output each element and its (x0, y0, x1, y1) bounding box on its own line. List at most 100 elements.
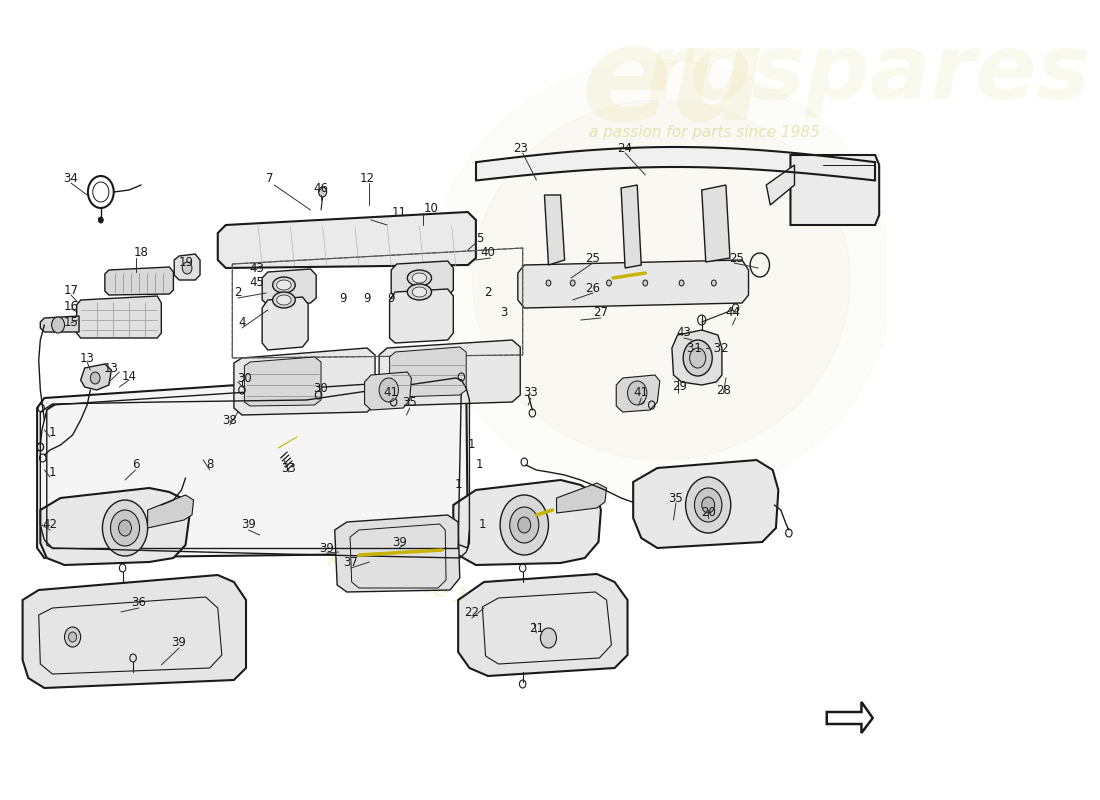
Circle shape (518, 517, 530, 533)
Text: 43: 43 (676, 326, 692, 339)
Circle shape (183, 262, 192, 274)
Text: 5: 5 (476, 231, 484, 245)
Text: 1: 1 (48, 426, 56, 438)
Text: 18: 18 (134, 246, 148, 259)
Circle shape (98, 217, 103, 223)
Circle shape (702, 497, 715, 513)
Ellipse shape (273, 292, 295, 308)
Circle shape (379, 378, 398, 402)
Circle shape (712, 280, 716, 286)
Text: rospares: rospares (646, 30, 1090, 118)
Text: 37: 37 (343, 557, 359, 570)
Text: 9: 9 (339, 291, 346, 305)
Text: 26: 26 (585, 282, 601, 294)
Text: 20: 20 (701, 506, 716, 519)
Text: 34: 34 (64, 171, 78, 185)
Text: 25: 25 (585, 251, 601, 265)
Polygon shape (453, 480, 601, 565)
Circle shape (683, 340, 712, 376)
Text: 29: 29 (672, 381, 688, 394)
Text: eu: eu (581, 20, 764, 147)
Text: 28: 28 (716, 383, 730, 397)
Text: 11: 11 (392, 206, 407, 219)
Polygon shape (379, 340, 520, 406)
Text: 39: 39 (172, 637, 187, 650)
Polygon shape (234, 348, 375, 415)
Text: 35: 35 (403, 397, 417, 410)
Polygon shape (431, 60, 892, 500)
Ellipse shape (407, 270, 431, 286)
Text: 13: 13 (79, 351, 95, 365)
Text: 10: 10 (425, 202, 439, 214)
Polygon shape (392, 261, 453, 298)
Circle shape (642, 280, 648, 286)
Polygon shape (262, 269, 316, 305)
Text: 2: 2 (484, 286, 492, 299)
Circle shape (685, 477, 730, 533)
Text: 43: 43 (249, 262, 264, 274)
Polygon shape (218, 212, 476, 268)
Text: 41: 41 (634, 386, 649, 399)
Polygon shape (702, 185, 730, 262)
Text: 19: 19 (179, 255, 194, 269)
Text: 44: 44 (725, 306, 740, 319)
Text: 25: 25 (729, 251, 744, 265)
Ellipse shape (412, 273, 427, 283)
Text: 2: 2 (234, 286, 242, 299)
Ellipse shape (407, 284, 431, 300)
Polygon shape (80, 364, 111, 390)
Text: 14: 14 (122, 370, 136, 383)
Polygon shape (147, 495, 194, 528)
Polygon shape (41, 316, 79, 332)
Polygon shape (634, 460, 779, 548)
Text: 23: 23 (513, 142, 528, 154)
Polygon shape (334, 515, 460, 592)
Text: 30: 30 (314, 382, 329, 394)
Text: 7: 7 (266, 171, 274, 185)
Text: 24: 24 (617, 142, 632, 154)
Text: 1: 1 (476, 458, 484, 471)
Circle shape (546, 280, 551, 286)
Text: 41: 41 (384, 386, 398, 399)
Polygon shape (544, 195, 564, 265)
Text: 13: 13 (103, 362, 119, 374)
Text: 42: 42 (43, 518, 57, 531)
Text: 1: 1 (469, 438, 475, 451)
Ellipse shape (273, 277, 295, 293)
Text: 9: 9 (363, 291, 371, 305)
Circle shape (68, 632, 77, 642)
Text: 22: 22 (464, 606, 480, 619)
Circle shape (570, 280, 575, 286)
Polygon shape (672, 330, 722, 385)
Ellipse shape (277, 295, 292, 305)
Polygon shape (616, 375, 660, 412)
Polygon shape (77, 296, 162, 338)
Text: 1: 1 (454, 478, 462, 491)
Text: 9: 9 (387, 291, 395, 305)
Text: 33: 33 (282, 462, 296, 474)
Circle shape (65, 627, 80, 647)
Circle shape (119, 520, 132, 536)
Text: 40: 40 (481, 246, 495, 259)
Text: 38: 38 (222, 414, 238, 426)
Ellipse shape (277, 280, 292, 290)
Text: 39: 39 (241, 518, 256, 531)
Text: 35: 35 (669, 491, 683, 505)
Ellipse shape (412, 287, 427, 297)
Text: a passion for parts since 1985: a passion for parts since 1985 (588, 125, 820, 140)
Polygon shape (37, 370, 468, 558)
Text: 1: 1 (48, 466, 56, 478)
Polygon shape (557, 483, 606, 513)
Polygon shape (791, 155, 879, 225)
Text: 12: 12 (360, 171, 374, 185)
Text: 39: 39 (392, 537, 407, 550)
Polygon shape (23, 575, 246, 688)
Text: 33: 33 (524, 386, 538, 399)
Text: 6: 6 (132, 458, 140, 471)
Text: 15: 15 (64, 315, 78, 329)
Polygon shape (262, 297, 308, 350)
Polygon shape (458, 574, 627, 676)
Polygon shape (767, 165, 794, 205)
Text: a passion for parts since 1985: a passion for parts since 1985 (184, 498, 510, 622)
Text: 30: 30 (236, 371, 252, 385)
